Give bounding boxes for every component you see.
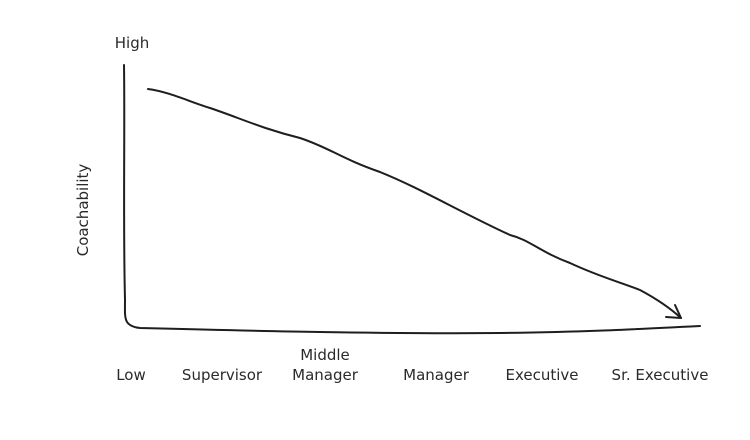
x-label: Middle [300,346,350,364]
y-axis-label: Coachability [74,164,92,257]
x-label: Executive [505,366,578,384]
arrowhead [665,304,682,319]
x-label: Sr. Executive [612,366,709,384]
x-label: Manager [292,366,359,384]
x-label: Low [116,366,146,384]
y-high-label: High [115,34,149,52]
x-label: Supervisor [182,366,263,384]
x-label: Manager [403,366,470,384]
axes [123,64,701,335]
trend-curve [147,88,682,319]
x-labels: Low Supervisor Middle Manager Manager Executi… [116,346,708,384]
